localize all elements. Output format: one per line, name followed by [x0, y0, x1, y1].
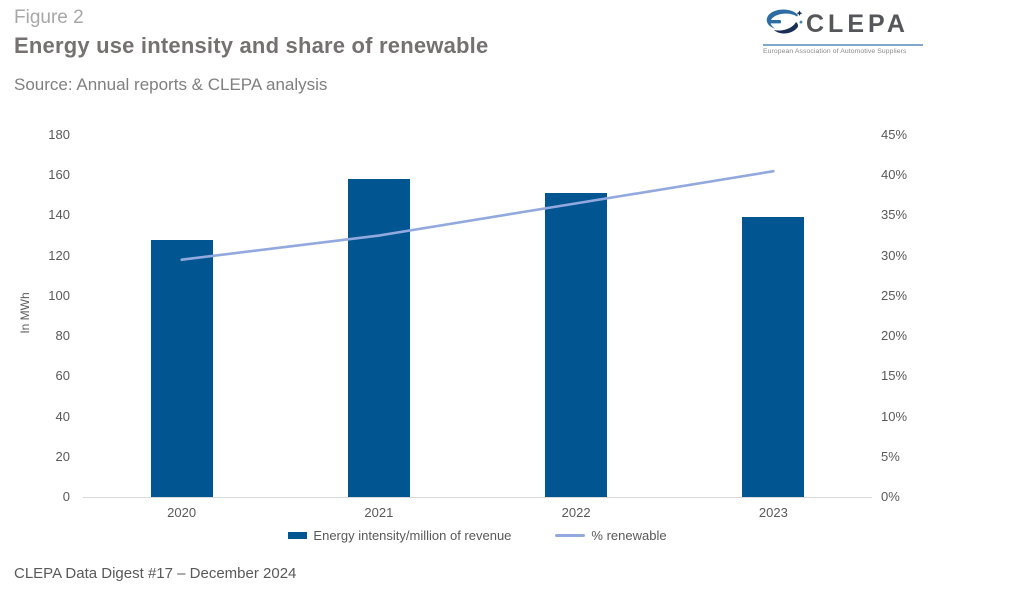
bar-2021: [347, 179, 410, 497]
legend-label: Energy intensity/million of revenue: [313, 528, 512, 543]
source-note: Source: Annual reports & CLEPA analysis: [14, 75, 328, 94]
legend-label: % renewable: [591, 528, 667, 543]
x-axis-line: [83, 497, 872, 498]
footer-note: CLEPA Data Digest #17 – December 2024: [14, 565, 297, 582]
y-axis-tick-label-right: 15%: [881, 368, 908, 384]
figure-label: Figure 2: [14, 7, 84, 28]
x-axis-category-label: 2020: [167, 505, 197, 520]
y-axis-tick-label-left: 80: [55, 328, 70, 344]
y-axis-tick-label-left: 40: [55, 408, 70, 424]
logo-rule: [763, 44, 923, 46]
y-axis-tick-label-right: 5%: [881, 448, 900, 464]
y-axis-tick-label-left: 0: [62, 489, 70, 504]
y-axis-tick-label-left: 160: [48, 167, 70, 183]
y-axis-tick-label-right: 25%: [881, 287, 908, 303]
y-axis-tick-label-right: 30%: [881, 247, 908, 263]
y-axis-tick-label-left: 20: [55, 448, 70, 464]
legend-item: % renewable: [555, 528, 667, 543]
clepa-logo: CLEPA European Association of Automotive…: [763, 7, 923, 55]
logo-tagline: European Association of Automotive Suppl…: [763, 48, 907, 55]
y-axis-tick-label-right: 45%: [881, 127, 908, 142]
y-axis-tick-label-right: 35%: [881, 207, 908, 223]
logo-row: CLEPA: [763, 7, 923, 42]
legend-line-swatch: [555, 534, 586, 537]
y-axis-tick-label-right: 10%: [881, 408, 908, 424]
page-title: Energy use intensity and share of renewa…: [14, 33, 489, 58]
clepa-swoosh-icon: [763, 7, 804, 42]
y-axis-tick-label-left: 180: [48, 127, 70, 142]
legend-item: Energy intensity/million of revenue: [288, 528, 511, 543]
legend-bar-swatch: [288, 532, 308, 539]
x-axis-category-label: 2023: [758, 505, 788, 520]
clepa-logo-wordmark: CLEPA: [806, 10, 909, 38]
x-axis-category-label: 2021: [364, 505, 394, 520]
y-axis-tick-label-left: 100: [48, 287, 70, 303]
trend-line: [180, 169, 775, 261]
y-axis-tick-label-left: 120: [48, 247, 70, 263]
bar-2022: [545, 193, 608, 497]
y-axis-tick-label-right: 20%: [881, 328, 908, 344]
bar-2023: [742, 217, 805, 497]
x-axis-category-label: 2022: [561, 505, 591, 520]
y-axis-tick-label-right: 0%: [881, 489, 900, 504]
y-axis-tick-label-right: 40%: [881, 167, 908, 183]
bar-2020: [150, 239, 213, 497]
y-axis-tick-label-left: 60: [55, 368, 70, 384]
chart-legend: Energy intensity/million of revenue % ren…: [83, 528, 872, 543]
y-axis-tick-label-left: 140: [48, 207, 70, 223]
